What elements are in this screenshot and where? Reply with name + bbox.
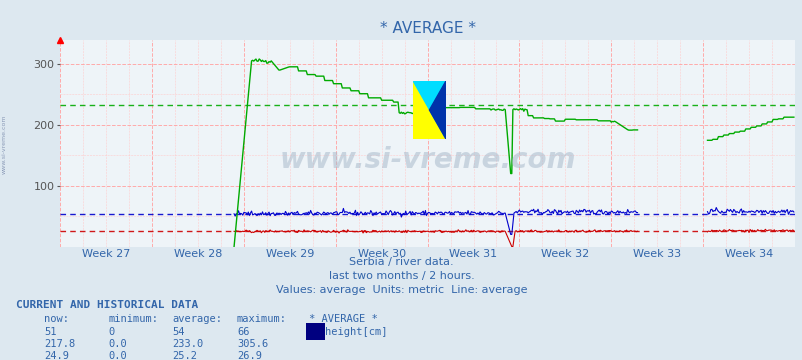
Title: * AVERAGE *: * AVERAGE * bbox=[379, 21, 475, 36]
Text: now:: now: bbox=[44, 314, 69, 324]
Text: maximum:: maximum: bbox=[237, 314, 286, 324]
Text: minimum:: minimum: bbox=[108, 314, 158, 324]
Text: 25.2: 25.2 bbox=[172, 351, 197, 360]
Text: 0: 0 bbox=[108, 327, 115, 337]
Text: Values: average  Units: metric  Line: average: Values: average Units: metric Line: aver… bbox=[275, 285, 527, 296]
Text: www.si-vreme.com: www.si-vreme.com bbox=[2, 114, 6, 174]
Text: * AVERAGE *: * AVERAGE * bbox=[309, 314, 378, 324]
Text: 305.6: 305.6 bbox=[237, 339, 268, 350]
Text: 26.9: 26.9 bbox=[237, 351, 261, 360]
Text: Serbia / river data.: Serbia / river data. bbox=[349, 257, 453, 267]
Text: average:: average: bbox=[172, 314, 222, 324]
Text: 0.0: 0.0 bbox=[108, 351, 127, 360]
Text: CURRENT AND HISTORICAL DATA: CURRENT AND HISTORICAL DATA bbox=[16, 300, 198, 310]
Text: 24.9: 24.9 bbox=[44, 351, 69, 360]
Text: 0.0: 0.0 bbox=[108, 339, 127, 350]
Text: www.si-vreme.com: www.si-vreme.com bbox=[279, 146, 575, 174]
Text: 54: 54 bbox=[172, 327, 185, 337]
Text: 51: 51 bbox=[44, 327, 57, 337]
Text: 233.0: 233.0 bbox=[172, 339, 204, 350]
Text: last two months / 2 hours.: last two months / 2 hours. bbox=[328, 271, 474, 281]
Text: 217.8: 217.8 bbox=[44, 339, 75, 350]
Text: 66: 66 bbox=[237, 327, 249, 337]
Polygon shape bbox=[412, 81, 445, 139]
Polygon shape bbox=[412, 81, 445, 139]
Polygon shape bbox=[429, 81, 445, 139]
Text: height[cm]: height[cm] bbox=[325, 327, 387, 337]
